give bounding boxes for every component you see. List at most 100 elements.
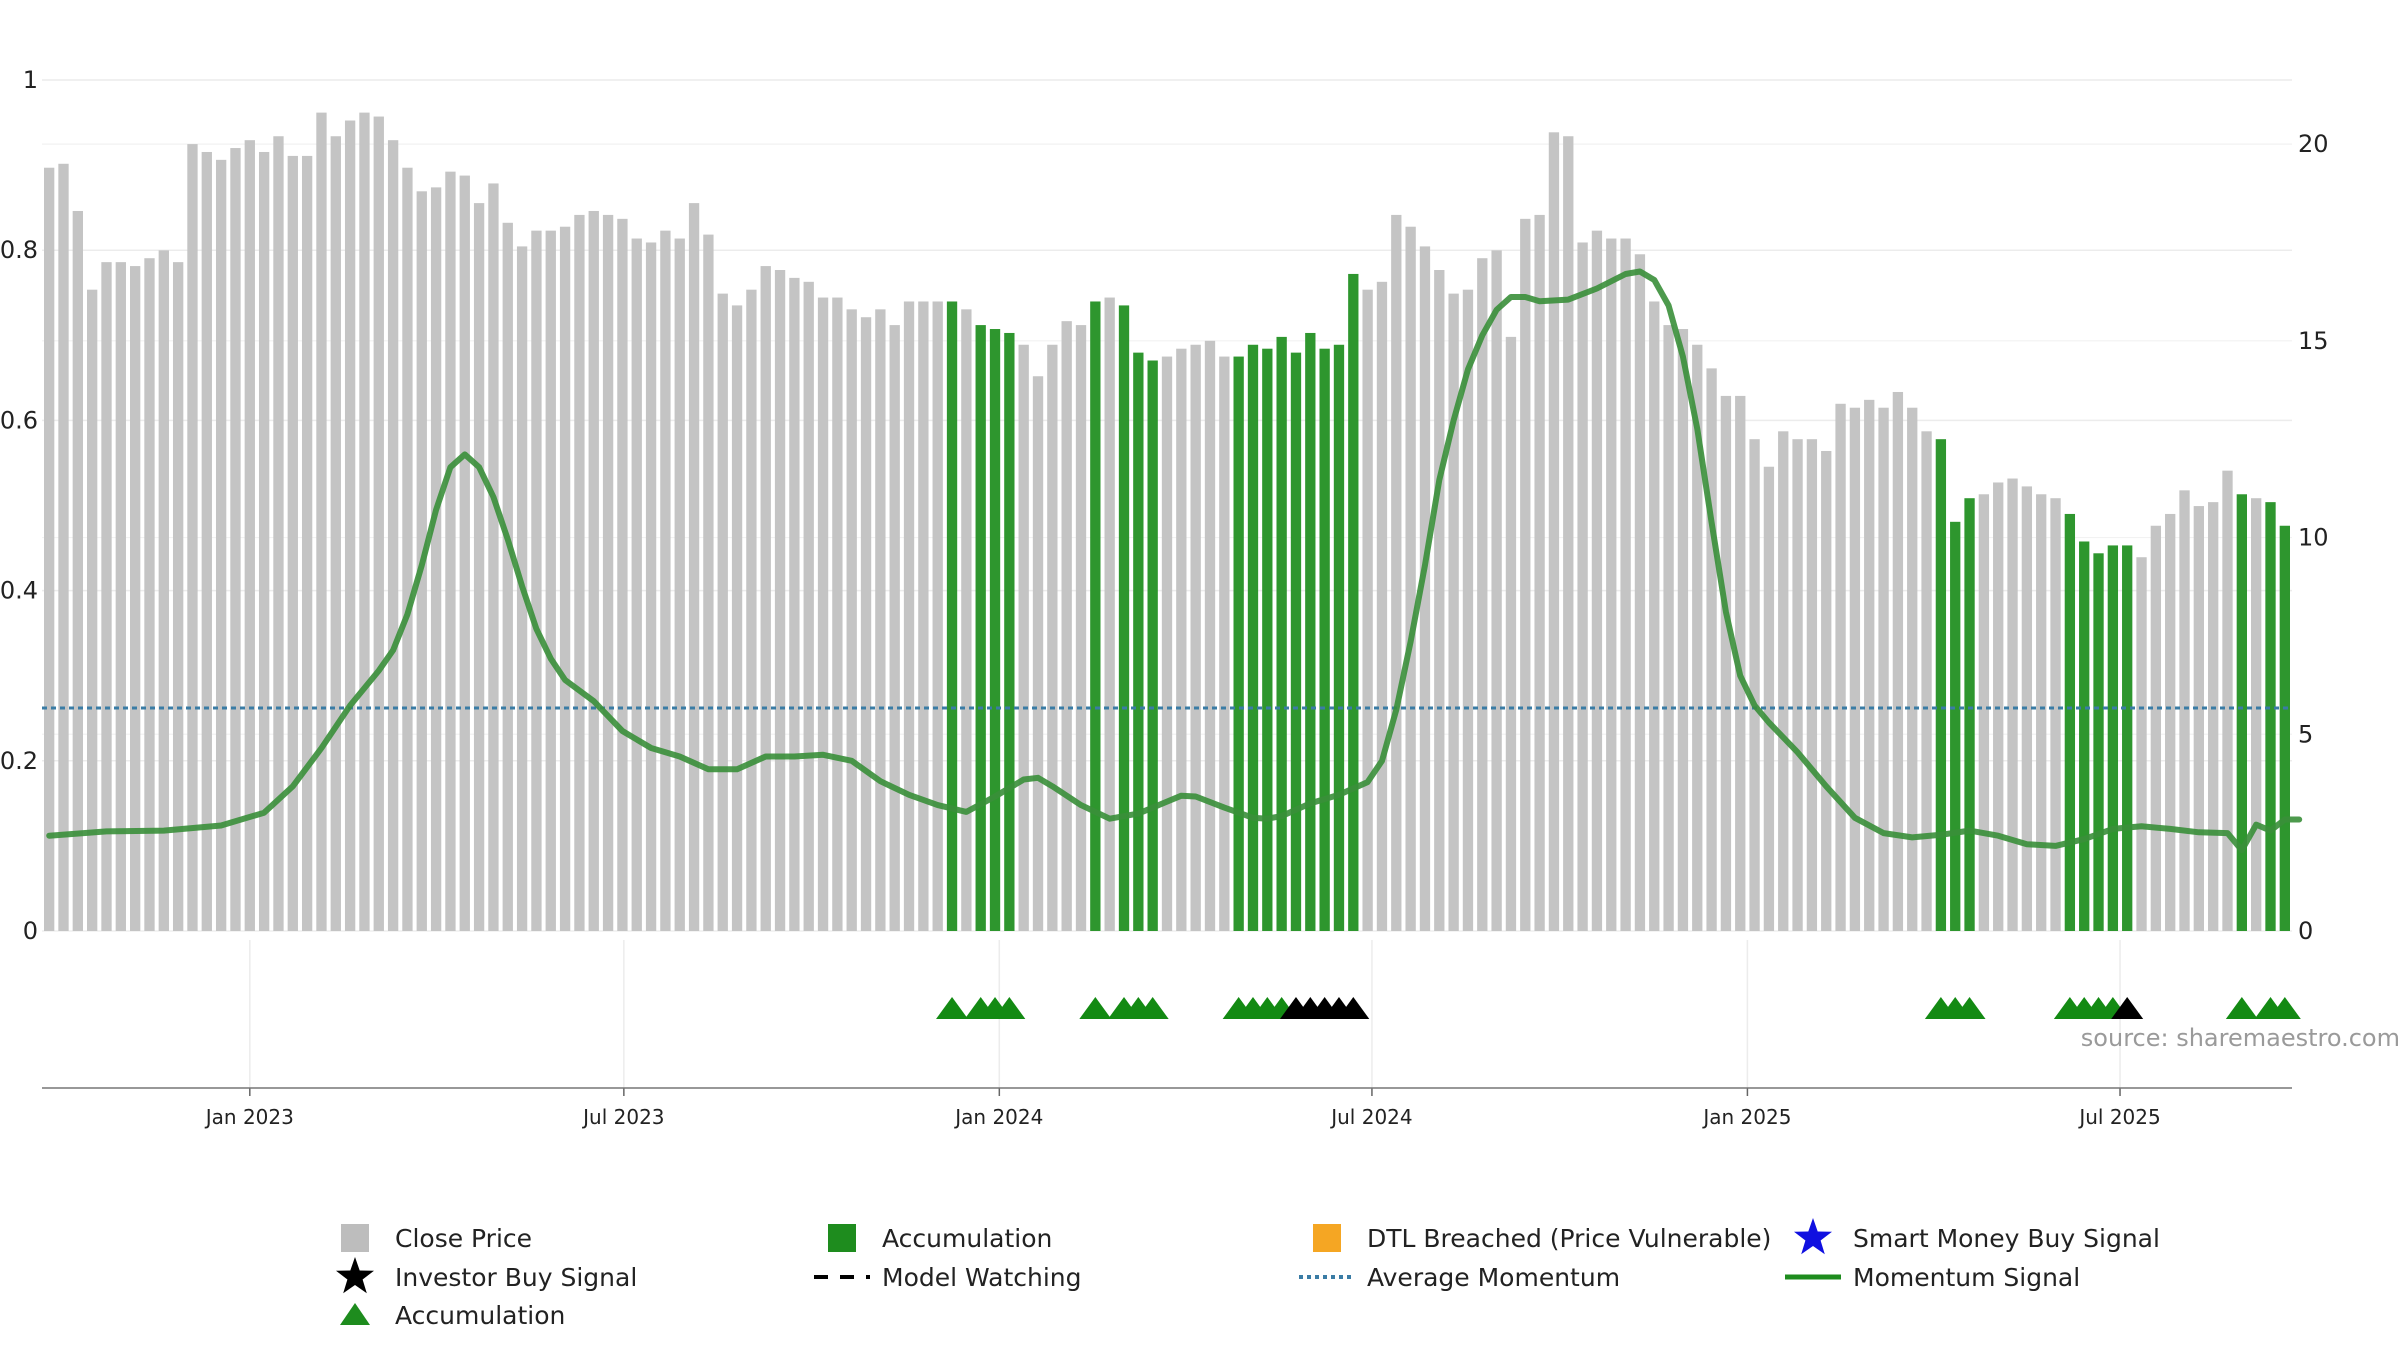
price-bar — [2050, 498, 2061, 931]
price-bar — [287, 155, 298, 931]
accumulation-bar — [1319, 348, 1330, 931]
price-bar — [502, 222, 513, 931]
x-tick-label: Jul 2025 — [2077, 1105, 2160, 1129]
price-bar — [1978, 494, 1990, 931]
price-bar — [1692, 344, 1703, 931]
accumulation-bar — [2265, 502, 2276, 931]
price-bar — [115, 262, 126, 931]
price-bar — [1376, 281, 1388, 931]
accumulation-bar — [2093, 553, 2104, 931]
price-bar — [72, 210, 83, 932]
price-bar — [774, 270, 786, 931]
price-bar — [2150, 525, 2162, 931]
price-bar — [187, 144, 198, 931]
left-tick-label: 0.8 — [0, 236, 38, 264]
right-tick-label: 10 — [2298, 524, 2329, 552]
price-bar — [1821, 450, 1832, 931]
accumulation-bar — [1964, 498, 1975, 931]
price-bar — [1219, 356, 1230, 931]
price-bar — [1204, 340, 1216, 931]
price-bar — [1448, 293, 1459, 932]
price-bar — [1620, 238, 1631, 931]
price-bar — [258, 151, 270, 932]
price-bar — [1892, 391, 1904, 932]
momentum-signal-line — [46, 268, 2303, 854]
price-bar — [1563, 136, 1574, 931]
accumulation-marker — [1953, 997, 1986, 1019]
price-bar — [1434, 270, 1445, 931]
accumulation-bar — [1090, 301, 1101, 931]
accumulation-marker — [1136, 997, 1169, 1019]
price-bar — [1491, 250, 1502, 931]
price-bar — [1606, 238, 1617, 931]
price-bar — [875, 309, 886, 931]
price-bar — [688, 203, 700, 931]
left-tick-label: 0.2 — [0, 747, 38, 775]
legend-swatch — [1313, 1224, 1341, 1252]
momentum-line — [46, 268, 2303, 854]
price-bar — [1663, 325, 1674, 931]
accumulation-bar — [1262, 348, 1273, 931]
price-bar — [1706, 368, 1717, 931]
accumulation-bar — [1935, 439, 1947, 931]
accumulation-marker — [1079, 997, 1112, 1019]
price-bar — [1634, 254, 1646, 932]
price-bar — [731, 305, 743, 931]
price-bar — [660, 230, 671, 931]
price-bar — [330, 136, 341, 931]
legend: Close Price Accumulation DTL Breached (Pri… — [336, 1218, 2160, 1330]
x-tick-label: Jul 2023 — [581, 1105, 664, 1129]
price-bar — [1835, 403, 1846, 931]
price-bar — [172, 262, 184, 931]
price-bar — [2007, 478, 2018, 931]
price-bar — [430, 187, 442, 932]
price-bar — [760, 266, 771, 932]
accumulation-bar — [2079, 541, 2090, 931]
price-bar — [1677, 329, 1689, 931]
legend-label: Smart Money Buy Signal — [1853, 1224, 2160, 1253]
left-tick-label: 0.6 — [0, 406, 38, 434]
price-bar — [1878, 407, 1889, 931]
price-bar — [1520, 218, 1531, 931]
price-bar — [1391, 214, 1402, 932]
right-tick-label: 15 — [2298, 327, 2329, 355]
accumulation-bar — [2107, 545, 2119, 931]
price-bar — [746, 289, 757, 931]
price-bar — [2222, 470, 2233, 931]
price-bar — [1921, 431, 1932, 931]
legend-label: DTL Breached (Price Vulnerable) — [1367, 1224, 1771, 1253]
accumulation-bar — [1004, 332, 1015, 932]
price-bar — [1849, 407, 1861, 931]
price-bar — [1190, 344, 1201, 931]
price-bar — [846, 309, 857, 931]
price-bar — [144, 258, 155, 931]
price-bar — [387, 140, 399, 931]
price-bar — [531, 230, 542, 931]
accumulation-bar — [1290, 352, 1302, 932]
price-bar — [445, 171, 456, 932]
price-bar — [402, 167, 413, 932]
price-bar — [215, 159, 227, 931]
price-bar — [932, 301, 943, 931]
price-bar — [2165, 513, 2176, 931]
price-bar — [961, 309, 972, 931]
accumulation-bar — [946, 301, 958, 931]
price-bar — [2208, 502, 2219, 931]
accumulation-bar — [1133, 352, 1144, 932]
price-bar — [129, 266, 141, 932]
left-tick-label: 1 — [23, 66, 38, 94]
price-bar — [1032, 376, 1044, 931]
accumulation-bar — [975, 325, 986, 931]
legend-label: Close Price — [395, 1224, 532, 1253]
price-bar — [1405, 226, 1416, 932]
price-bar — [588, 210, 599, 932]
accumulation-marker — [2225, 997, 2258, 1019]
price-bar — [918, 301, 929, 931]
left-tick-label: 0 — [23, 917, 38, 945]
price-bar — [1176, 348, 1187, 931]
x-tick-label: Jan 2025 — [1701, 1105, 1791, 1129]
accumulation-bar — [1950, 521, 1961, 931]
legend-label: Model Watching — [882, 1263, 1082, 1292]
price-bar — [1047, 344, 1058, 931]
